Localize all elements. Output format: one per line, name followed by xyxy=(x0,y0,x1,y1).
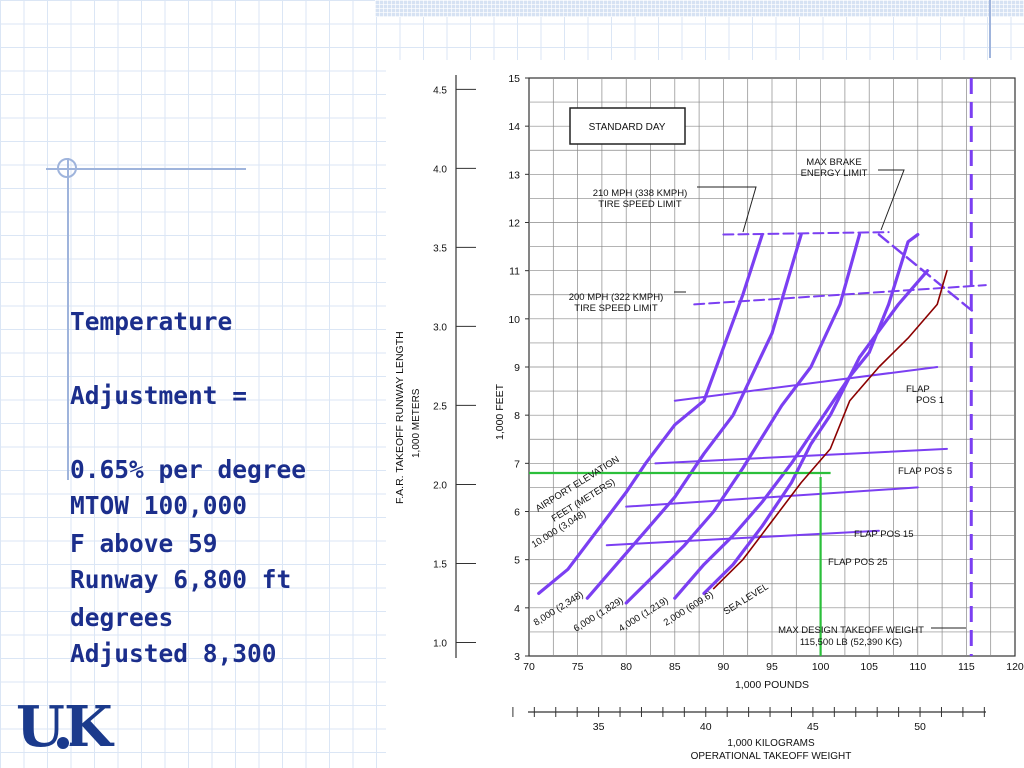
x-tick-label: 115 xyxy=(958,661,975,673)
text-line: MTOW 100,000 xyxy=(70,491,248,520)
flap-curve xyxy=(673,366,939,402)
flap-5-label: FLAP POS 5 xyxy=(898,466,952,477)
y-tick-label: 8 xyxy=(514,410,520,422)
meters-tick-label: 1.0 xyxy=(433,638,447,649)
elevation-curve xyxy=(702,269,930,595)
kg-tick-label: 35 xyxy=(593,721,605,733)
tire-limit-210-leader xyxy=(697,186,757,233)
uk-logo: U K xyxy=(16,698,116,756)
decorative-circle xyxy=(57,158,77,178)
x-tick-label: 100 xyxy=(812,661,830,673)
y-tick-label: 12 xyxy=(508,218,520,230)
tire-limit-210-label: 210 MPH (338 KMPH) xyxy=(593,188,688,199)
max-design-weight-sublabel: 115,500 LB (52,390 KG) xyxy=(800,637,902,648)
flap-curve xyxy=(625,486,919,508)
text-line: F above 59 xyxy=(70,529,218,558)
flap-curve xyxy=(654,447,948,465)
chart-title: STANDARD DAY xyxy=(589,122,666,133)
y-tick-label: 11 xyxy=(509,266,520,278)
brake-energy-label: MAX BRAKE xyxy=(806,157,861,168)
x-tick-label: 105 xyxy=(860,661,878,673)
flap-curve xyxy=(605,529,880,547)
brake-energy-limit-line xyxy=(877,233,978,316)
x-tick-label: 70 xyxy=(523,661,535,673)
flap-15-label: FLAP POS 15 xyxy=(854,529,914,540)
tire-limit-210-sublabel: TIRE SPEED LIMIT xyxy=(598,199,682,210)
kg-tick-label: 40 xyxy=(700,721,712,733)
kg-tick-label: 50 xyxy=(914,721,926,733)
slide-text: Temperature Adjustment = 0.65% per degre… xyxy=(70,266,370,673)
flap-1-sublabel: POS 1 xyxy=(916,395,944,406)
takeoff-runway-chart: 70 75 80 85 90 95 100 105 110 115 1203456789101112… xyxy=(394,73,1024,762)
meters-tick-label: 3.0 xyxy=(433,322,447,333)
elevation-curve xyxy=(585,232,803,600)
x-tick-label: 80 xyxy=(620,661,632,673)
title-box xyxy=(569,107,686,145)
text-line: Adjustment = xyxy=(70,381,248,410)
tire-speed-limit-line xyxy=(722,231,890,236)
x-tick-label: 95 xyxy=(766,661,778,673)
text-line: degrees xyxy=(70,603,174,632)
elevation-curve xyxy=(537,232,764,595)
x-tick-label: 120 xyxy=(1006,661,1024,673)
takeoff-chart-panel: 70 75 80 85 90 95 100 105 110 115 120 3 4 5 6 7 8 9 10 11 12… xyxy=(386,60,1024,768)
tire-speed-limit-line xyxy=(693,284,987,306)
y-tick-label: 5 xyxy=(514,555,520,567)
slide-text-example: MTOW 100,000 Runway 6,800 ft Adjusted 8,… xyxy=(70,450,370,709)
y-tick-label: 15 xyxy=(508,73,520,85)
tire-limit-200-sublabel: TIRE SPEED LIMIT xyxy=(574,303,658,314)
x-tick-label: 110 xyxy=(909,661,926,673)
y-tick-label: 14 xyxy=(508,121,520,133)
text-line: 0.65% per degree xyxy=(70,455,307,484)
y-tick-label: 10 xyxy=(508,314,520,326)
flap-1-label: FLAP xyxy=(906,384,930,395)
header-divider xyxy=(989,0,991,58)
meters-tick-label: 2.0 xyxy=(433,480,447,491)
meters-tick-label: 1.5 xyxy=(433,559,447,570)
kg-tick-label: 45 xyxy=(807,721,819,733)
logo-letter-k: K xyxy=(64,694,113,760)
meters-axis-subtitle: 1,000 METERS xyxy=(411,388,422,458)
text-line: Temperature xyxy=(70,307,233,336)
meters-axis-title: F.A.R. TAKEOFF RUNWAY LENGTH xyxy=(394,331,406,504)
x-tick-label: 75 xyxy=(572,661,584,673)
temperature-curve xyxy=(712,269,948,590)
header-band xyxy=(375,0,1024,17)
meters-tick-label: 4.5 xyxy=(433,85,447,96)
y-axis-title: 1,000 FEET xyxy=(494,383,506,440)
decorative-rule xyxy=(46,168,246,170)
y-tick-label: 9 xyxy=(514,362,520,374)
y-tick-label: 4 xyxy=(514,603,520,615)
kg-axis-title: 1,000 KILOGRAMS xyxy=(727,738,815,749)
decorative-rule-vertical xyxy=(67,158,69,480)
max-design-weight-label: MAX DESIGN TAKEOFF WEIGHT xyxy=(778,625,924,636)
brake-energy-leader xyxy=(878,169,905,231)
x-axis-title: 1,000 POUNDS xyxy=(735,679,809,691)
text-line: Runway 6,800 ft xyxy=(70,565,292,594)
y-tick-label: 13 xyxy=(508,169,520,181)
y-tick-label: 7 xyxy=(514,458,520,470)
elevation-curve xyxy=(673,232,920,600)
x-tick-label: 90 xyxy=(718,661,730,673)
meters-tick-label: 2.5 xyxy=(433,401,447,412)
kg-axis-subtitle: OPERATIONAL TAKEOFF WEIGHT xyxy=(691,751,852,762)
tire-limit-200-label: 200 MPH (322 KMPH) xyxy=(569,292,664,303)
meters-tick-label: 3.5 xyxy=(433,243,447,254)
text-line: Adjusted 8,300 xyxy=(70,639,277,668)
elevation-curve xyxy=(624,232,862,605)
meters-tick-label: 4.0 xyxy=(433,164,447,175)
flap-25-label: FLAP POS 25 xyxy=(828,557,888,568)
brake-energy-sublabel: ENERGY LIMIT xyxy=(801,168,868,179)
logo-seal-icon xyxy=(56,736,70,750)
x-tick-label: 85 xyxy=(669,661,681,673)
y-tick-label: 3 xyxy=(514,651,520,663)
y-tick-label: 6 xyxy=(514,507,520,519)
